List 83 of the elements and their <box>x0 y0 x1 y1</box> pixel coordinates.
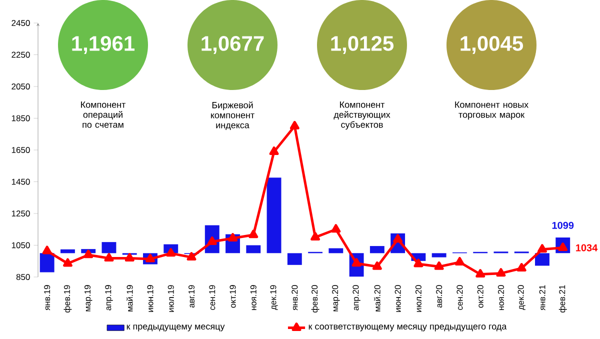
point <box>310 232 320 241</box>
point <box>42 246 52 254</box>
x-tick-label: окт.19 <box>230 285 236 308</box>
point <box>538 244 547 253</box>
annotation: Компонент новых торговых марок <box>455 102 528 120</box>
x-tick-label: мар.19 <box>84 285 92 312</box>
x-tick-label: янв.21 <box>539 285 546 310</box>
x-tick-label: сен.19 <box>209 285 216 310</box>
annotation: Биржевой компонент индекса <box>211 102 254 130</box>
bar <box>266 178 282 254</box>
x-tick-label: фев.20 <box>311 285 320 312</box>
point <box>269 146 279 155</box>
x-tick-label: сен.20 <box>456 285 463 310</box>
x-tick-label: ноя.20 <box>498 285 504 310</box>
x-tick-label: мар.20 <box>332 285 340 312</box>
annotation: 1,1961 <box>72 36 135 54</box>
point <box>496 268 506 277</box>
point <box>393 234 403 243</box>
bar <box>102 242 116 254</box>
point <box>331 224 341 233</box>
point <box>207 236 217 245</box>
point <box>372 261 382 270</box>
point <box>124 253 134 262</box>
point <box>186 252 196 261</box>
y-tick-label: 850 <box>16 274 30 280</box>
point <box>290 120 300 130</box>
x-tick-label: фев.19 <box>64 285 72 312</box>
point <box>228 233 238 242</box>
bar <box>287 253 302 265</box>
point <box>352 258 362 267</box>
x-tick-label: июл.20 <box>415 285 422 312</box>
annotation: Компонент операций по счетам <box>81 102 126 128</box>
x-tick-label: июл.19 <box>168 285 174 312</box>
point <box>476 269 486 278</box>
point <box>84 250 94 258</box>
x-tick-label: май.19 <box>126 285 133 312</box>
point <box>454 256 464 266</box>
x-tick-label: авг.20 <box>436 285 442 308</box>
x-tick-label: апр.19 <box>105 285 113 310</box>
x-tick-label: дек.20 <box>518 285 526 310</box>
point <box>166 248 176 257</box>
point <box>248 230 258 238</box>
point <box>414 258 424 268</box>
y-tick-label: 1050 <box>12 242 30 248</box>
x-tick-label: авг.19 <box>188 285 195 308</box>
bar <box>246 245 261 254</box>
y-tick-label: 2450 <box>12 20 30 26</box>
y-tick-label: 1850 <box>12 115 30 122</box>
bar <box>535 253 550 266</box>
annotation: 1,0045 <box>460 36 524 54</box>
bar <box>370 246 384 254</box>
point <box>146 254 155 262</box>
point <box>516 263 526 272</box>
x-tick-label: май.20 <box>374 285 380 312</box>
x-tick-label: янв.20 <box>292 285 298 310</box>
point <box>558 242 568 252</box>
x-tick-label: апр.20 <box>352 285 360 310</box>
y-tick-label: 1450 <box>12 178 30 185</box>
y-tick-label: 1250 <box>12 210 30 216</box>
x-tick-label: окт.20 <box>477 285 484 308</box>
x-tick-label: фев.21 <box>558 285 567 312</box>
y-tick-label: 1650 <box>12 146 30 153</box>
x-tick-label: дек.19 <box>270 285 278 310</box>
annotation: 1,0125 <box>331 36 394 54</box>
legend-label: к предыдущему месяцу <box>126 324 225 332</box>
legend-label: к соответствующему месяцу предыдущего года <box>308 324 507 332</box>
data-label: 1099 <box>552 222 574 229</box>
bar <box>328 248 344 254</box>
annotation: 1,0677 <box>202 36 264 54</box>
y-tick-label: 2250 <box>12 52 30 58</box>
annotation: Компонент действующих субъектов <box>334 102 390 130</box>
data-label: 1034 <box>576 244 598 252</box>
x-tick-label: ноя.19 <box>250 285 256 310</box>
bar <box>40 253 54 272</box>
x-tick-label: июн.20 <box>394 285 401 312</box>
point <box>104 253 114 262</box>
point <box>434 261 444 270</box>
y-tick-label: 2050 <box>12 83 30 90</box>
bar <box>60 249 75 254</box>
bar <box>432 253 446 258</box>
x-tick-label: янв.19 <box>44 285 50 310</box>
x-tick-label: июн.19 <box>147 285 154 312</box>
point <box>63 258 72 267</box>
